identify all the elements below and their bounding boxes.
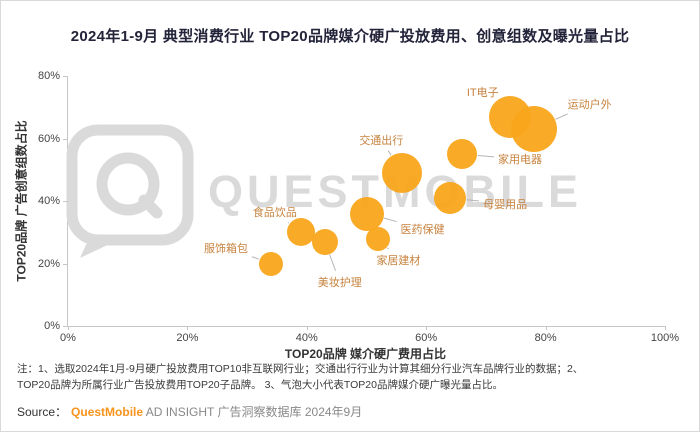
source-line: Source： QuestMobile AD INSIGHT 广告洞察数据库 20… [17, 403, 362, 420]
leader-line-服饰箱包 [251, 256, 259, 260]
source-brand: QuestMobile [71, 405, 144, 419]
x-tick-label: 60% [415, 332, 438, 344]
footnotes: 注：1、选取2024年1月-9月硬广投放费用TOP10非互联网行业；交通出行行业… [17, 361, 685, 394]
bubble-label-食品饮品: 食品饮品 [252, 207, 297, 220]
y-tick-label: 60% [37, 132, 60, 145]
footnote-line-1: 注：1、选取2024年1月-9月硬广投放费用TOP10非互联网行业；交通出行行业… [17, 363, 584, 375]
chart-bubble-家居建材 [366, 226, 391, 251]
y-tick-label: 80% [37, 70, 60, 82]
bubble-label-运动户外: 运动户外 [567, 99, 612, 112]
x-tick-label: 40% [295, 332, 318, 344]
y-tick-label: 20% [37, 257, 60, 270]
y-tick-mark [63, 263, 68, 265]
chart-title: 2024年1-9月 典型消费行业 TOP20品牌媒介硬广投放费用、创意组数及曝光… [70, 28, 630, 45]
bubble-label-美妆护理: 美妆护理 [317, 276, 362, 289]
chart-bubble-医药保健 [349, 196, 384, 231]
x-tick-mark [68, 326, 69, 330]
y-tick-mark [63, 138, 68, 140]
y-tick-mark [63, 326, 68, 327]
plot-area: QUESTMOBILE 0%20%40%60%80%100%0%20%40%60… [38, 70, 679, 344]
leader-line-家用电器 [477, 155, 495, 158]
bubble-label-服饰箱包: 服饰箱包 [203, 242, 248, 255]
bubble-label-母婴用品: 母婴用品 [483, 198, 528, 211]
bubble-label-医药保健: 医药保健 [400, 223, 445, 236]
source-rest: AD INSIGHT 广告洞察数据库 2024年9月 [143, 405, 363, 419]
x-tick-label: 80% [534, 332, 557, 344]
y-tick-mark [63, 76, 68, 77]
y-tick-mark [63, 201, 68, 202]
y-tick-label: 40% [37, 195, 60, 207]
chart-bubble-服饰箱包 [258, 251, 283, 276]
chart-bubble-运动户外 [510, 106, 557, 153]
leader-line-医药保健 [383, 217, 397, 223]
leader-line-美妆护理 [329, 254, 337, 271]
chart-bubble-交通出行 [382, 152, 423, 193]
x-tick-mark [545, 326, 547, 330]
leader-line-食品饮品 [287, 222, 290, 224]
chart-bubble-食品饮品 [286, 218, 315, 247]
leader-line-母婴用品 [466, 199, 480, 202]
y-tick-label: 0% [44, 320, 60, 332]
chart-bubble-美妆护理 [311, 228, 338, 255]
bubble-label-家用电器: 家用电器 [498, 154, 543, 167]
x-tick-mark [187, 326, 189, 330]
x-axis-title: TOP20品牌 媒介硬广费用占比 [284, 347, 447, 361]
source-prefix: Source： [17, 405, 68, 419]
x-tick-mark [665, 326, 666, 330]
x-tick-mark [426, 326, 428, 330]
leader-line-家居建材 [387, 247, 389, 250]
x-tick-label: 100% [650, 332, 680, 344]
leader-line-运动户外 [555, 113, 568, 120]
leader-line-交通出行 [387, 150, 392, 156]
chart-bubble-家用电器 [447, 139, 478, 170]
footnote-line-2: TOP20品牌为所属行业广告投放费用TOP20子品牌。 3、气泡大小代表TOP2… [17, 379, 503, 392]
leader-lines [251, 113, 568, 271]
chart-bubble-母婴用品 [434, 181, 467, 214]
bubble-label-交通出行: 交通出行 [359, 134, 404, 147]
x-tick-label: 0% [60, 332, 76, 344]
x-tick-label: 20% [176, 332, 199, 344]
x-tick-mark [306, 326, 308, 330]
bubble-label-家居建材: 家居建材 [376, 254, 421, 267]
bubble-label-IT电子: IT电子 [466, 86, 499, 99]
